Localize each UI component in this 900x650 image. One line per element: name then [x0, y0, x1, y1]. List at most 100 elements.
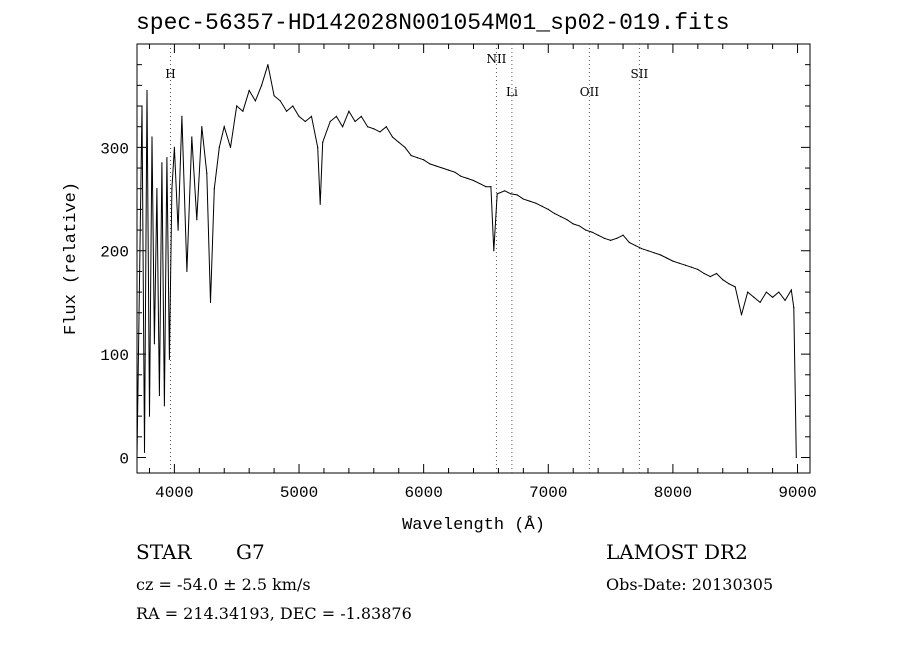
- spectrum-point: [329, 120, 331, 123]
- spectrum-point: [678, 262, 680, 264]
- spectrum-point: [196, 219, 198, 221]
- spectrum-point: [585, 229, 587, 231]
- spectrum-point: [166, 157, 168, 159]
- spectrum-point: [547, 208, 549, 210]
- spectrum-point: [319, 203, 321, 205]
- spectrum-point: [229, 146, 232, 148]
- spectrum-point: [479, 182, 481, 185]
- spectrum-point: [242, 110, 244, 112]
- spectrum-point: [504, 190, 506, 192]
- spectrum-point: [472, 179, 475, 182]
- spectrum-point: [379, 131, 381, 133]
- spectrum-point: [206, 172, 208, 174]
- spectrum-point: [753, 296, 755, 298]
- spectrum-point: [213, 188, 215, 190]
- spectrum-point: [209, 301, 212, 304]
- spectrum-point: [273, 95, 275, 97]
- spectrum-point: [490, 186, 492, 188]
- y-tick-label: 200: [100, 244, 129, 262]
- spectrum-point: [310, 115, 313, 117]
- spectrum-point: [516, 194, 518, 196]
- spectral-line-label: NII: [486, 52, 506, 66]
- spectrum-point: [603, 237, 605, 239]
- spectrum-point: [728, 283, 730, 285]
- spectrum-point: [566, 219, 568, 221]
- spectrum-point: [223, 126, 225, 128]
- spectrum-point: [597, 234, 599, 236]
- spectrum-point: [659, 254, 662, 256]
- spectrum-point: [171, 188, 173, 190]
- spectrum-point: [747, 291, 749, 293]
- spectrum-point: [715, 272, 718, 275]
- spectrum-point: [304, 120, 306, 123]
- spectrum-point: [254, 100, 256, 102]
- chart-title: spec-56357-HD142028N001054M01_sp02-019.f…: [136, 10, 730, 36]
- spectrum-point: [628, 241, 630, 244]
- spectrum-point: [410, 155, 412, 157]
- spectrum-point: [591, 231, 593, 233]
- spectrum-point: [572, 223, 574, 225]
- x-axis-label: Wavelength (Å): [402, 516, 545, 535]
- spectrum-point: [535, 202, 537, 204]
- spectrum-point: [181, 115, 183, 117]
- spectrum-point: [261, 84, 263, 86]
- spectrum-line: [136, 64, 797, 458]
- spectrum-point: [703, 272, 705, 275]
- spectrum-point: [609, 239, 612, 242]
- spectrum-point: [672, 260, 674, 262]
- spectrum-point: [158, 394, 161, 397]
- spectrum-point: [153, 343, 156, 345]
- spectrum-point: [156, 188, 158, 190]
- spectrum-point: [298, 115, 300, 117]
- spectrum-point: [528, 200, 531, 202]
- coordinates: RA = 214.34193, DEC = -1.83876: [136, 604, 412, 623]
- spectral-line-label: OII: [580, 85, 600, 99]
- spectrum-point: [322, 141, 324, 143]
- y-tick-label: 300: [100, 140, 129, 158]
- spectrum-point: [360, 115, 362, 117]
- spectrum-point: [697, 268, 699, 270]
- spectrum-point: [191, 136, 193, 138]
- spectrum-point: [772, 296, 774, 298]
- observation-date: Obs-Date: 20130305: [606, 575, 774, 594]
- spectrum-point: [385, 126, 387, 128]
- spectrum-point: [146, 89, 148, 92]
- spectrum-point: [622, 234, 624, 236]
- spectrum-point: [141, 105, 143, 107]
- spectrum-point: [647, 250, 649, 252]
- survey-name: LAMOST DR2: [606, 540, 748, 564]
- spectrum-point: [778, 291, 780, 293]
- spectrum-point: [168, 358, 171, 360]
- spectrum-point: [541, 205, 543, 207]
- spectrum-point: [522, 198, 524, 200]
- x-tick-label: 7000: [529, 484, 567, 502]
- x-tick-label: 6000: [404, 484, 442, 502]
- spectrum-point: [759, 301, 761, 304]
- spectrum-point: [423, 159, 425, 161]
- spectrum-point: [163, 405, 166, 407]
- spectrum-point: [292, 105, 294, 107]
- spectrum-point: [447, 169, 450, 171]
- spectrum-point: [317, 146, 319, 148]
- spectrum-point: [466, 177, 468, 179]
- spectrum-point: [236, 105, 238, 107]
- spectrum-point: [578, 225, 581, 227]
- spectrum-point: [790, 289, 792, 291]
- object-class: STAR: [136, 540, 192, 564]
- spectrum-point: [709, 275, 711, 278]
- spectrum-point: [435, 165, 437, 167]
- spectral-subclass: G7: [236, 540, 265, 564]
- spectrum-point: [416, 157, 419, 159]
- spectrum-point: [348, 110, 350, 112]
- y-tick-label: 0: [119, 450, 129, 468]
- spectrum-point: [641, 248, 643, 250]
- spectrum-point: [354, 120, 356, 123]
- spectrum-point: [279, 100, 281, 102]
- spectrum-point: [510, 193, 512, 195]
- spectral-line-label: H: [165, 67, 175, 81]
- spectrum-point: [616, 237, 618, 239]
- x-tick-label: 5000: [280, 484, 318, 502]
- spectrum-point: [248, 89, 250, 92]
- spectrum-point: [691, 266, 693, 268]
